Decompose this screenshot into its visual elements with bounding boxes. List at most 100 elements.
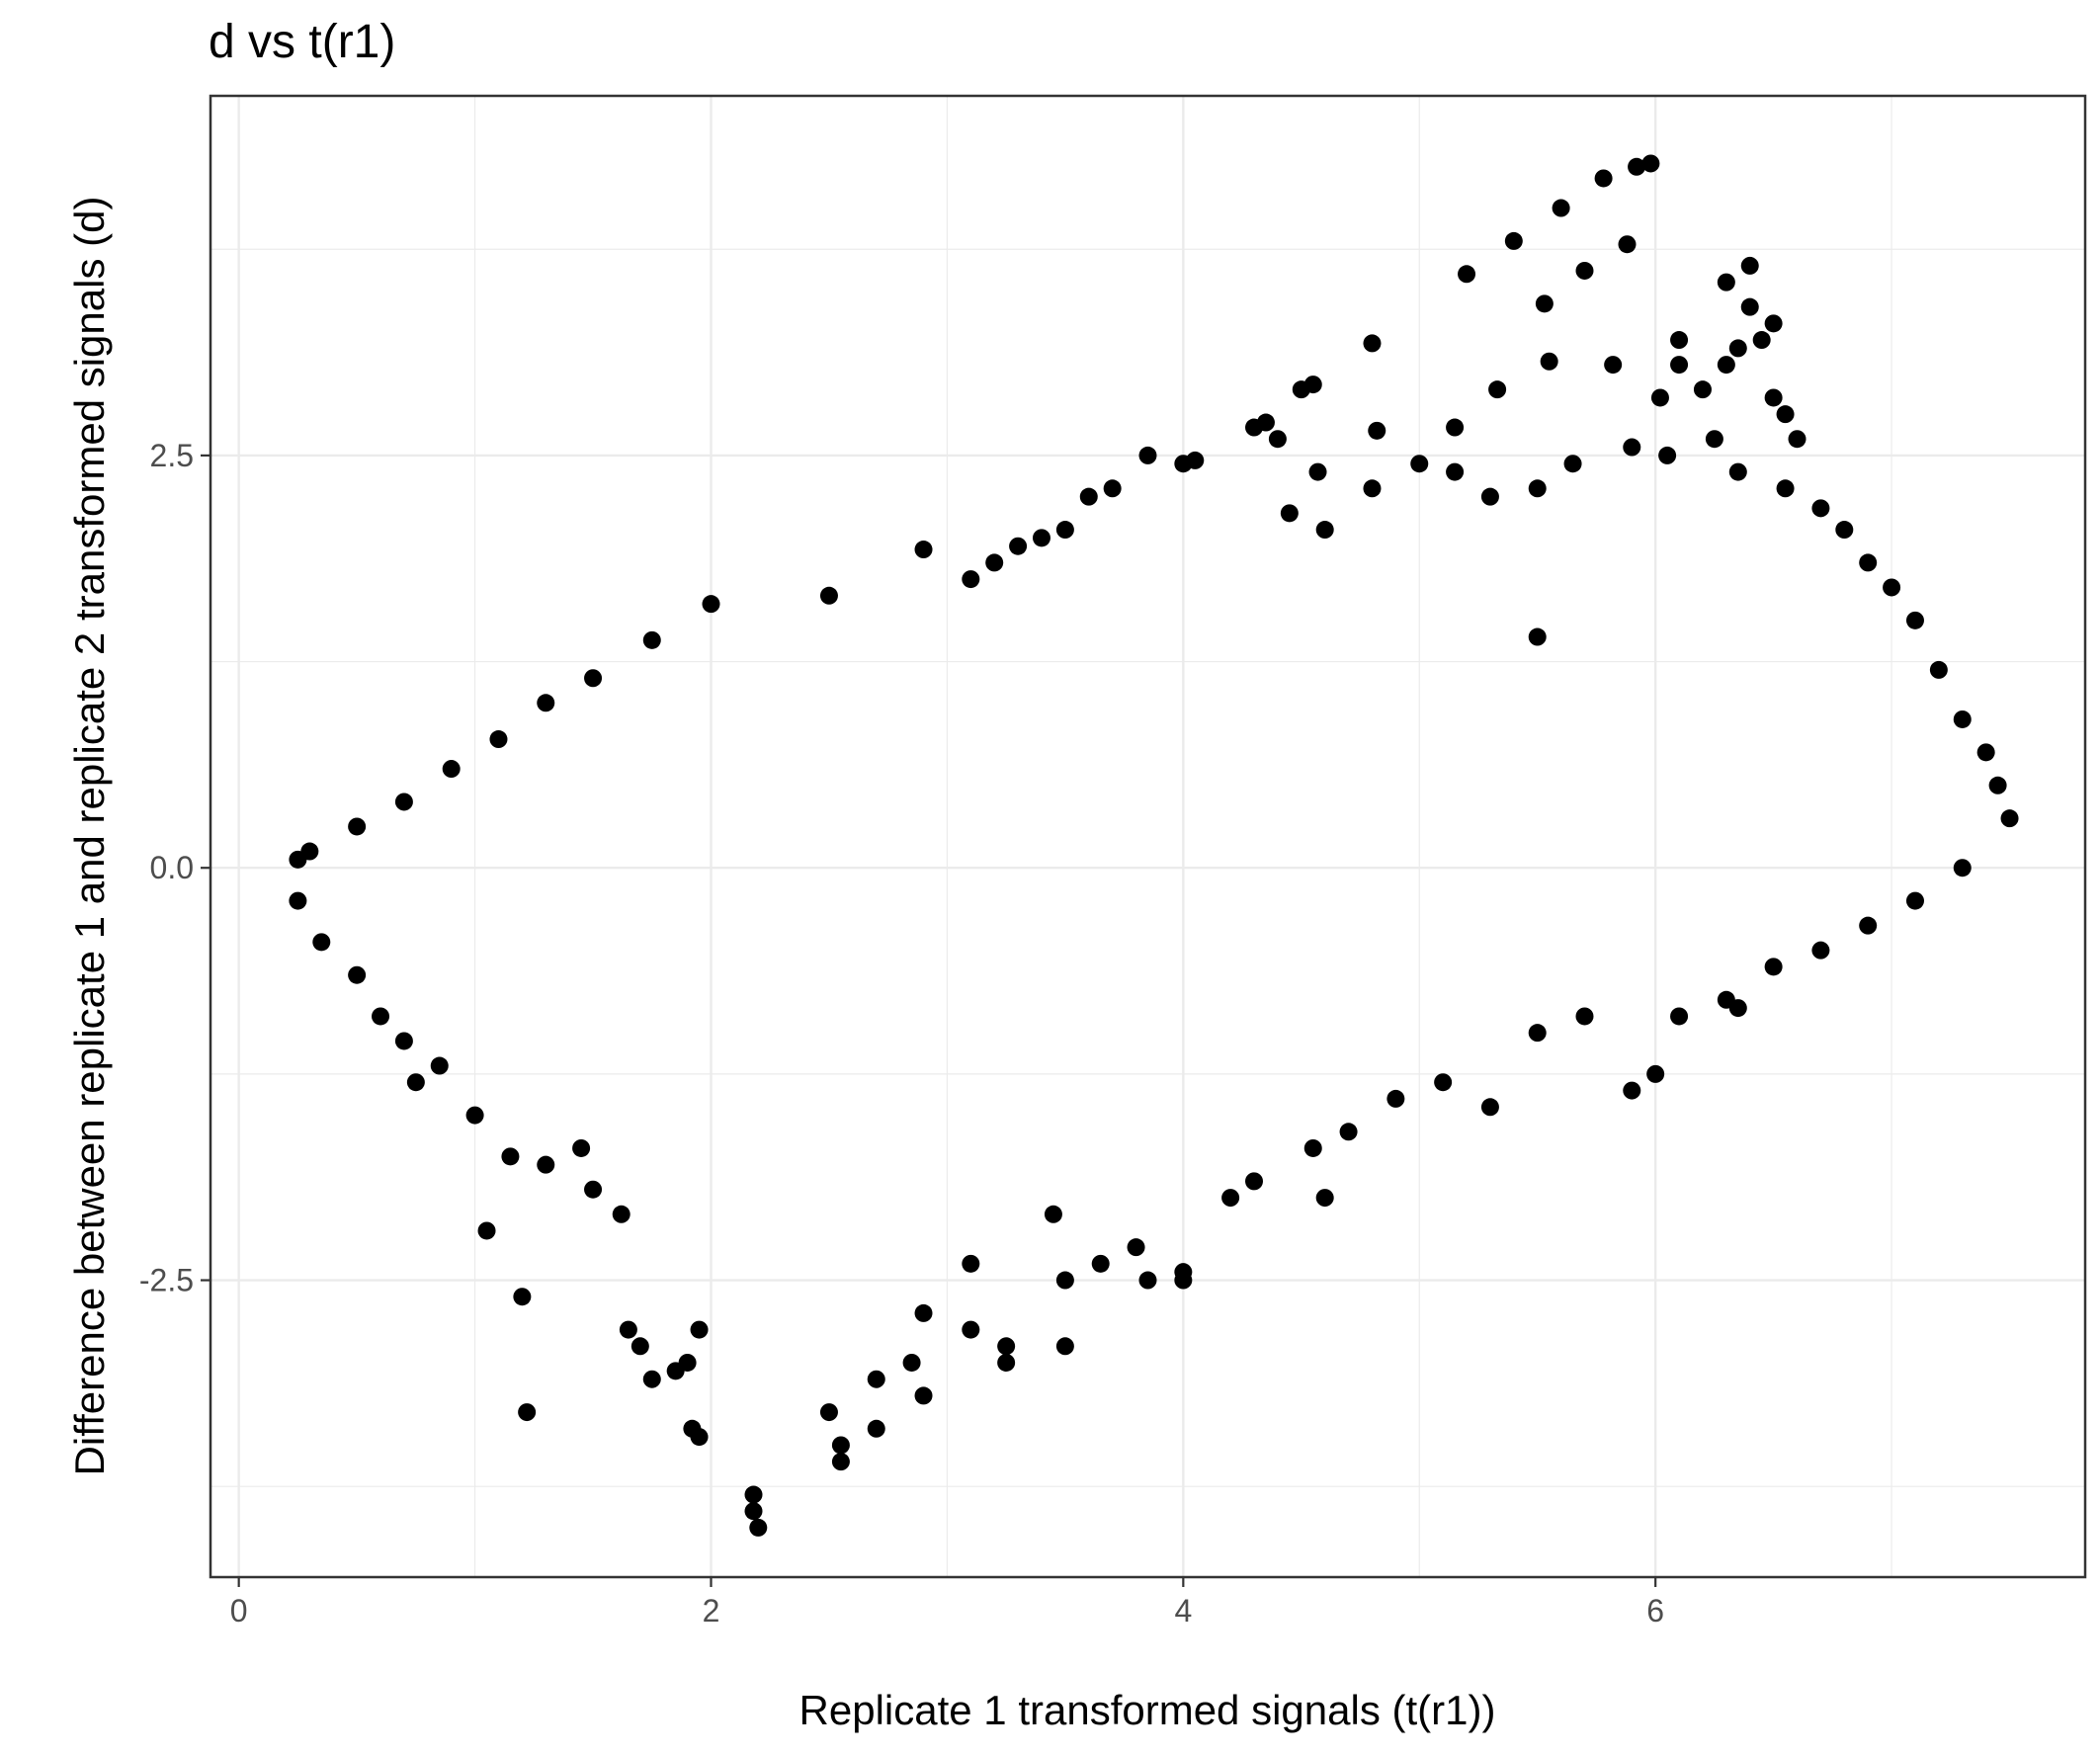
data-point [1079,487,1098,506]
data-point [1410,455,1429,473]
y-tick-label: 0.0 [150,850,194,885]
data-point [1303,1138,1322,1157]
data-point [489,730,508,749]
data-point [1953,859,1972,878]
data-point [1256,413,1275,432]
data-point [997,1353,1016,1372]
data-point [1764,388,1783,407]
data-point [997,1337,1016,1356]
data-point [1055,521,1074,540]
data-point [537,1155,555,1174]
data-point [1480,487,1499,506]
panel-border [209,94,2087,1579]
data-point [584,1180,603,1199]
data-point [1434,1073,1453,1092]
data-point [1174,1271,1193,1290]
data-point [1641,154,1660,173]
data-point [1563,455,1582,473]
x-tick-label: 0 [230,1593,248,1629]
chart-title: d vs t(r1) [209,16,395,68]
data-point [1575,1007,1594,1026]
data-point [1670,331,1689,350]
data-point [1221,1189,1240,1208]
data-point [914,541,933,559]
data-point [1488,380,1507,399]
data-point [985,553,1004,572]
grid-minor [210,96,2085,1577]
data-point [348,817,367,836]
data-point [819,586,838,605]
data-point [1728,999,1747,1018]
data-point [1905,891,1924,910]
data-point [1693,380,1712,399]
data-point [619,1320,637,1339]
data-point [406,1073,425,1092]
data-point [1575,261,1594,280]
data-point [394,1032,413,1050]
data-point [572,1138,591,1157]
x-tick-label: 4 [1174,1593,1192,1629]
data-point [1339,1123,1358,1141]
data-point [1292,380,1310,399]
data-point [1138,446,1157,464]
data-point [1268,430,1287,449]
data-point [513,1288,532,1306]
data-point [1905,611,1924,629]
x-tick-label: 2 [703,1593,720,1629]
data-point [1032,529,1050,547]
data-point [867,1370,885,1388]
data-point [1504,231,1523,250]
data-point [612,1205,630,1223]
data-point [1929,660,1948,679]
data-point [1618,235,1637,254]
data-point [914,1386,933,1405]
data-point [1976,743,1995,762]
data-point [430,1056,449,1075]
data-point [744,1502,763,1521]
data-point [518,1403,537,1422]
data-point [1044,1205,1062,1223]
data-point [1883,578,1901,597]
data-point [1988,776,2007,794]
data-point [442,760,461,779]
data-point [642,630,661,649]
data-point [1363,479,1382,498]
data-point [630,1337,649,1356]
data-point [1552,199,1570,217]
data-point [1127,1238,1145,1257]
data-point [501,1147,520,1166]
data-point [1446,462,1465,481]
data-point [1055,1271,1074,1290]
data-point [465,1106,484,1125]
data-point [1604,356,1623,375]
data-point [289,891,307,910]
data-point [1811,499,1830,518]
y-tick-label: -2.5 [139,1263,194,1298]
data-point [1528,479,1547,498]
data-point [1670,1007,1689,1026]
data-point [867,1419,885,1438]
data-point [1535,294,1554,313]
data-point [962,1320,980,1339]
data-point [831,1436,850,1455]
data-point [1658,446,1677,464]
data-point [1752,331,1771,350]
data-point [1623,438,1641,457]
data-point [289,850,307,869]
data-point [914,1303,933,1322]
x-tick-label: 6 [1646,1593,1664,1629]
data-point [1646,1064,1665,1083]
data-point [1103,479,1122,498]
data-point [1528,627,1547,646]
data-point [1776,405,1795,424]
data-point [702,595,720,614]
data-point [1650,388,1669,407]
points-layer [289,154,2019,1537]
data-point [1953,710,1972,728]
data-point [1540,352,1558,371]
data-point [1386,1089,1405,1108]
data-point [1458,265,1476,284]
data-point [1138,1271,1157,1290]
data-point [1764,958,1783,976]
